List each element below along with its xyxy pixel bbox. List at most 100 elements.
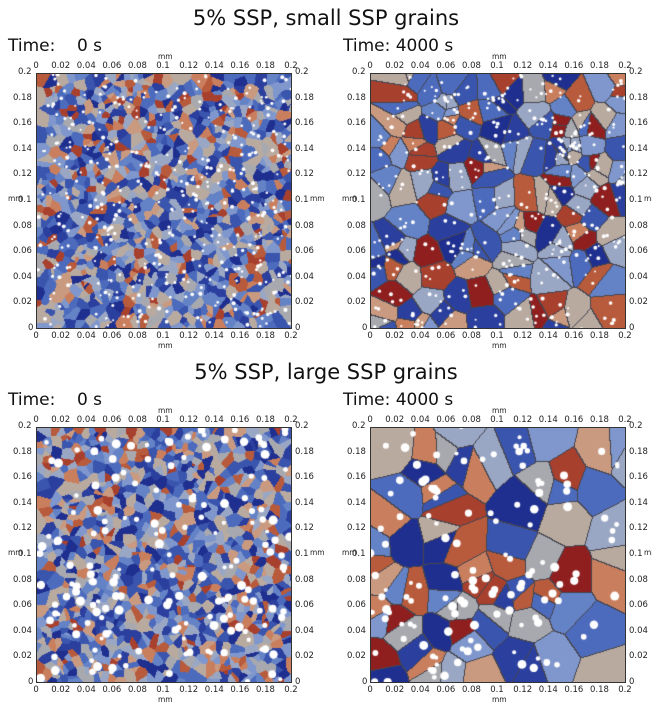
x-axis-unit-bottom: mm [158, 341, 173, 350]
x-tick-label-bottom: 0.04 [410, 685, 430, 695]
y-axis-unit-right: mm [644, 548, 652, 557]
x-axis-unit-bottom: mm [158, 695, 173, 704]
x-tick-label-bottom: 0.12 [179, 331, 199, 341]
y-tick-label-left: 0.04 [13, 625, 32, 636]
x-tick-label-bottom: 0.1 [156, 331, 170, 341]
x-tick-label-top: 0.16 [564, 415, 584, 425]
y-tick-label-right: 0.04 [295, 271, 314, 282]
x-tick-label-top: 0.06 [102, 415, 122, 425]
y-tick-label-right: 0.06 [629, 246, 648, 257]
y-tick-label-right: 0.14 [295, 497, 314, 508]
y-tick-label-left: 0.08 [347, 220, 366, 231]
y-tick-label-right: 0.14 [629, 497, 648, 508]
x-tick-label-top: 0.04 [76, 61, 96, 71]
y-tick-label-left: 0.02 [347, 651, 366, 662]
grain-map [36, 427, 292, 683]
x-tick-label-top: 0.02 [51, 415, 71, 425]
x-tick-label-bottom: 0.06 [436, 331, 456, 341]
x-tick-label-bottom: 0 [33, 331, 39, 341]
x-tick-label-top: 0 [367, 415, 373, 425]
y-tick-label-left: 0.02 [347, 297, 366, 308]
x-tick-label-bottom: 0.06 [436, 685, 456, 695]
x-tick-label-bottom: 0.08 [128, 331, 147, 341]
x-tick-label-top: 0.18 [590, 61, 609, 71]
y-tick-label-right: 0 [295, 677, 301, 687]
y-tick-label-left: 0.1 [352, 549, 366, 559]
y-axis-unit-right: mm [310, 194, 325, 203]
x-tick-label-bottom: 0.14 [204, 685, 224, 695]
y-tick-label-left: 0.06 [347, 600, 366, 611]
y-tick-label-right: 0.08 [629, 574, 648, 585]
x-tick-label-top: 0.12 [513, 61, 533, 71]
y-tick-label-left: 0.18 [347, 92, 366, 103]
x-tick-label-top: 0.08 [462, 61, 481, 71]
y-tick-label-left: 0.12 [13, 169, 32, 180]
y-tick-label-left: 0.12 [13, 523, 32, 534]
x-axis-unit-bottom: mm [492, 341, 507, 350]
y-tick-label-left: 0 [362, 677, 368, 687]
x-tick-label-bottom: 0.1 [156, 685, 170, 695]
y-tick-label-right: 0.02 [629, 297, 648, 308]
y-tick-label-right: 0.02 [295, 651, 314, 662]
y-tick-label-right: 0.12 [629, 523, 648, 534]
x-tick-label-top: 0.16 [564, 61, 584, 71]
x-tick-label-bottom: 0.12 [179, 685, 199, 695]
y-tick-label-left: 0.06 [347, 246, 366, 257]
y-tick-label-left: 0.14 [347, 143, 366, 154]
x-axis-unit-bottom: mm [492, 695, 507, 704]
y-tick-label-right: 0.02 [629, 651, 648, 662]
y-axis-unit-left: mm [8, 548, 23, 557]
y-tick-label-right: 0.02 [295, 297, 314, 308]
x-axis-unit-top: mm [158, 52, 173, 61]
x-tick-label-bottom: 0.08 [462, 685, 481, 695]
y-tick-label-left: 0 [362, 323, 368, 333]
x-tick-label-bottom: 0.16 [230, 685, 250, 695]
y-tick-label-left: 0.04 [347, 625, 366, 636]
y-tick-label-left: 0.06 [13, 246, 32, 257]
x-tick-label-bottom: 0.12 [513, 685, 533, 695]
x-tick-label-bottom: 0.16 [230, 331, 250, 341]
x-tick-label-top: 0.2 [618, 61, 632, 71]
x-tick-label-top: 0.1 [490, 415, 504, 425]
x-tick-label-top: 0.04 [410, 61, 430, 71]
grain-map-canvas [371, 74, 625, 328]
y-tick-label-right: 0.08 [295, 220, 314, 231]
x-tick-label-top: 0 [367, 61, 373, 71]
y-tick-label-right: 0.16 [295, 472, 314, 483]
x-tick-label-bottom: 0.16 [564, 331, 584, 341]
y-tick-label-left: 0.2 [352, 421, 366, 431]
x-tick-label-top: 0.12 [513, 415, 533, 425]
y-tick-label-left: 0.08 [13, 574, 32, 585]
x-tick-label-top: 0 [33, 415, 39, 425]
x-tick-label-top: 0 [33, 61, 39, 71]
y-axis-unit-left: mm [342, 548, 357, 557]
x-tick-label-bottom: 0.12 [513, 331, 533, 341]
x-tick-label-bottom: 0.04 [76, 685, 96, 695]
y-tick-label-right: 0.2 [629, 421, 643, 431]
y-tick-label-right: 0.18 [629, 446, 648, 457]
y-tick-label-left: 0.2 [18, 67, 32, 77]
y-tick-label-left: 0.12 [347, 169, 366, 180]
y-tick-label-left: 0.04 [13, 271, 32, 282]
y-tick-label-left: 0.1 [352, 195, 366, 205]
time-label-top-left: Time: 0 s [8, 36, 103, 56]
y-tick-label-left: 0.16 [13, 472, 32, 483]
y-tick-label-right: 0.16 [295, 118, 314, 129]
y-axis-unit-right: mm [644, 194, 652, 203]
y-tick-label-left: 0.1 [18, 549, 32, 559]
x-tick-label-top: 0.02 [51, 61, 71, 71]
y-tick-label-right: 0.12 [295, 523, 314, 534]
y-tick-label-right: 0.16 [629, 118, 648, 129]
y-tick-label-left: 0.14 [13, 143, 32, 154]
x-tick-label-top: 0.16 [230, 61, 250, 71]
x-tick-label-top: 0.18 [590, 415, 609, 425]
y-axis-unit-left: mm [8, 194, 23, 203]
x-tick-label-bottom: 0.14 [538, 331, 558, 341]
y-tick-label-left: 0.08 [347, 574, 366, 585]
x-tick-label-bottom: 0.02 [385, 331, 405, 341]
x-tick-label-top: 0.14 [204, 415, 224, 425]
time-label-bottom-right: Time: 4000 s [343, 390, 454, 410]
y-axis-unit-right: mm [310, 548, 325, 557]
x-tick-label-top: 0.14 [538, 61, 558, 71]
x-tick-label-top: 0.2 [284, 415, 298, 425]
